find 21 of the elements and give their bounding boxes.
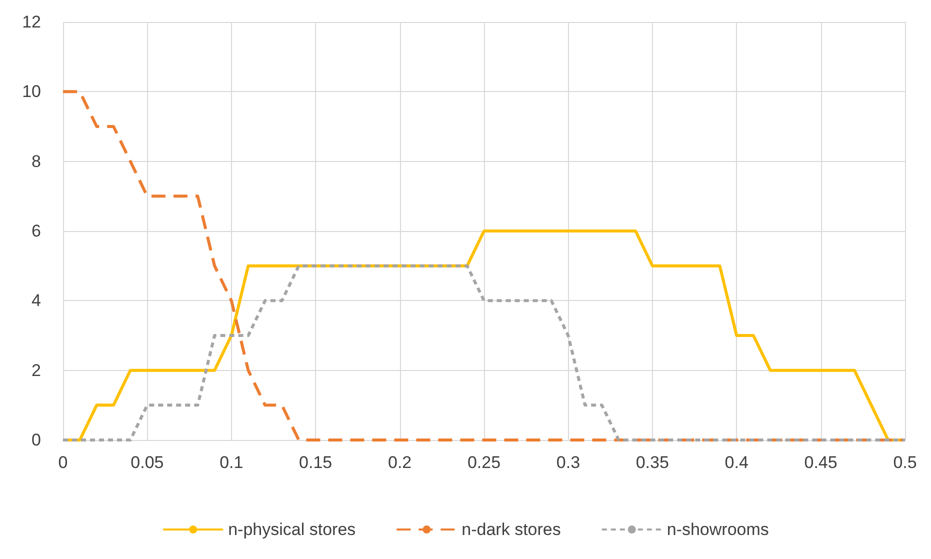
y-tick-label: 10 [22, 82, 41, 102]
y-tick-label: 8 [32, 152, 41, 171]
x-tick-label: 0.3 [556, 453, 580, 472]
x-tick-label: 0.5 [893, 453, 917, 472]
x-tick-label: 0.05 [130, 453, 164, 472]
y-tick-label: 2 [32, 360, 41, 380]
y-tick-label: 0 [32, 430, 41, 450]
x-tick-label: 0.4 [724, 453, 748, 472]
x-tick-label: 0.1 [220, 453, 244, 472]
x-tick-label: 0.35 [636, 453, 669, 472]
legend-label: n-dark stores [462, 520, 561, 539]
x-tick-label: 0.2 [388, 453, 412, 472]
legend-label: n-showrooms [666, 520, 769, 539]
x-tick-label: 0.15 [299, 453, 332, 472]
y-tick-label: 6 [32, 222, 41, 240]
y-tick-label: 12 [22, 12, 41, 32]
x-tick-label: 0 [58, 453, 68, 472]
y-tick-label: 4 [32, 291, 41, 310]
legend-label: n-physical stores [228, 520, 356, 539]
x-tick-label: 0.25 [467, 453, 501, 472]
x-tick-label: 0.45 [804, 453, 838, 472]
